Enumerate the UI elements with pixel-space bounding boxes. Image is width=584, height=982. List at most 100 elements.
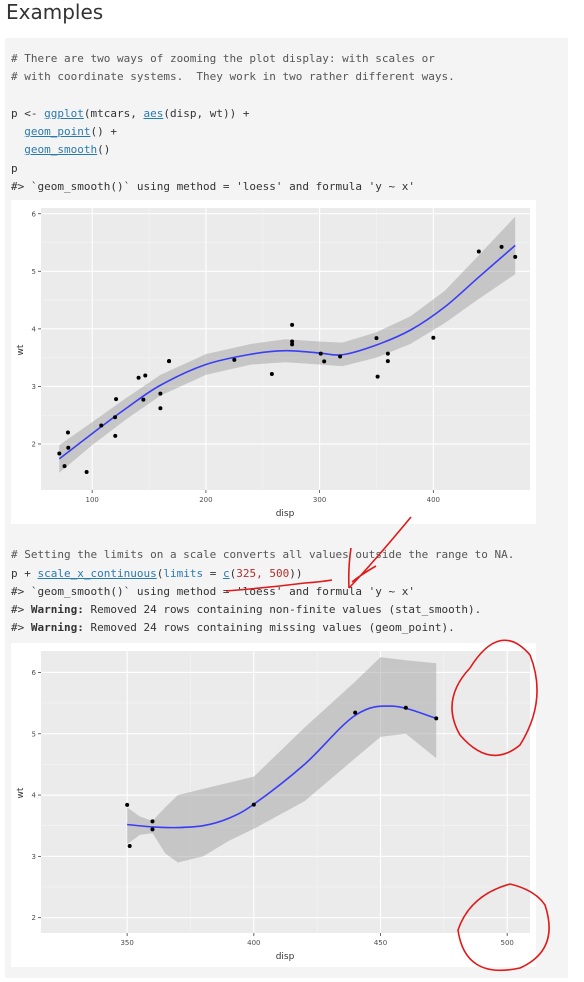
data-point bbox=[386, 359, 390, 363]
data-point bbox=[150, 827, 154, 831]
c-link[interactable]: c bbox=[223, 567, 230, 580]
code-line-scale: p + scale_x_continuous(limits = c(325, 5… bbox=[11, 567, 302, 580]
data-point bbox=[290, 323, 294, 327]
data-point bbox=[500, 245, 504, 249]
data-point bbox=[113, 415, 117, 419]
plot-1-y-axis-label: wt bbox=[16, 344, 26, 355]
plot-1-x-axis-label: disp bbox=[276, 509, 295, 519]
data-point bbox=[431, 336, 435, 340]
data-point bbox=[513, 255, 517, 259]
code-text: Removed 24 rows containing missing value… bbox=[84, 621, 455, 634]
geom-point-link[interactable]: geom_point bbox=[24, 125, 90, 138]
plot-2-y-axis-label: wt bbox=[16, 787, 26, 798]
code-text: #> bbox=[11, 603, 31, 616]
warning-label: Warning: bbox=[31, 603, 84, 616]
data-point bbox=[232, 358, 236, 362]
y-axis-tick-label: 6 bbox=[32, 210, 37, 218]
code-warning-1: #> Warning: Removed 24 rows containing n… bbox=[11, 603, 481, 616]
code-text: (mtcars, bbox=[84, 107, 144, 120]
data-point bbox=[66, 446, 70, 450]
data-point bbox=[66, 430, 70, 434]
code-text: p + bbox=[11, 567, 38, 580]
x-axis-tick-label: 400 bbox=[247, 939, 260, 947]
data-point bbox=[338, 354, 342, 358]
code-text: )) bbox=[289, 567, 302, 580]
plot-2: 350 400 450 500 2 3 4 5 6 disp wt bbox=[11, 643, 536, 967]
code-text: p <- bbox=[11, 107, 44, 120]
x-axis-tick-label: 100 bbox=[85, 496, 98, 504]
x-axis-tick-label: 350 bbox=[120, 939, 133, 947]
x-axis-tick-label: 450 bbox=[374, 939, 387, 947]
code-line-ggplot: p <- ggplot(mtcars, aes(disp, wt)) + bbox=[11, 107, 249, 120]
data-point bbox=[128, 844, 132, 848]
data-point bbox=[113, 434, 117, 438]
data-point bbox=[99, 424, 103, 428]
x-axis-tick-label: 200 bbox=[199, 496, 212, 504]
code-comment-line: # with coordinate systems. They work in … bbox=[11, 70, 455, 83]
data-point bbox=[125, 803, 129, 807]
data-point bbox=[57, 451, 61, 455]
code-text: Removed 24 rows containing non-finite va… bbox=[84, 603, 481, 616]
x-axis-tick-label: 400 bbox=[427, 496, 440, 504]
plot-2-svg: 350 400 450 500 2 3 4 5 6 disp wt bbox=[11, 643, 536, 967]
y-axis-tick-label: 2 bbox=[32, 914, 36, 922]
data-point bbox=[167, 359, 171, 363]
code-indent bbox=[11, 125, 24, 138]
code-comment-line: # There are two ways of zooming the plot… bbox=[11, 52, 435, 65]
data-point bbox=[141, 398, 145, 402]
data-point bbox=[63, 464, 67, 468]
y-axis-tick-label: 5 bbox=[32, 730, 36, 738]
code-arg-limits: limits bbox=[163, 567, 203, 580]
code-comment-line: # Setting the limits on a scale converts… bbox=[11, 548, 514, 561]
data-point bbox=[270, 372, 274, 376]
x-axis-tick-label: 500 bbox=[501, 939, 514, 947]
data-point bbox=[319, 352, 323, 356]
data-point bbox=[374, 336, 378, 340]
x-axis-tick-label: 300 bbox=[313, 496, 326, 504]
data-point bbox=[158, 392, 162, 396]
data-point bbox=[404, 706, 408, 710]
scale-x-continuous-link[interactable]: scale_x_continuous bbox=[38, 567, 157, 580]
plot-1: 100 200 300 400 2 3 4 5 6 disp wt bbox=[11, 200, 536, 524]
data-point bbox=[290, 340, 294, 344]
data-point bbox=[158, 406, 162, 410]
y-axis-tick-label: 2 bbox=[32, 440, 36, 448]
data-point bbox=[376, 375, 380, 379]
code-output-message: #> `geom_smooth()` using method = 'loess… bbox=[11, 585, 415, 598]
code-text: () bbox=[97, 143, 110, 156]
code-line-p: p bbox=[11, 162, 18, 175]
code-line-geom-smooth: geom_smooth() bbox=[11, 143, 110, 156]
plot-2-x-axis-label: disp bbox=[276, 952, 295, 962]
data-point bbox=[137, 376, 141, 380]
aes-link[interactable]: aes bbox=[143, 107, 163, 120]
ggplot-link[interactable]: ggplot bbox=[44, 107, 84, 120]
page-title: Examples bbox=[6, 0, 103, 24]
code-line-geom-point: geom_point() + bbox=[11, 125, 117, 138]
code-text: () + bbox=[90, 125, 117, 138]
data-point bbox=[353, 711, 357, 715]
data-point bbox=[143, 373, 147, 377]
data-point bbox=[386, 352, 390, 356]
warning-label: Warning: bbox=[31, 621, 84, 634]
data-point bbox=[252, 803, 256, 807]
code-numeric-values: 325, 500 bbox=[236, 567, 289, 580]
code-output-message: #> `geom_smooth()` using method = 'loess… bbox=[11, 180, 415, 193]
code-text: (disp, wt)) + bbox=[163, 107, 249, 120]
code-text: #> bbox=[11, 621, 31, 634]
y-axis-tick-label: 4 bbox=[32, 325, 37, 333]
y-axis-tick-label: 4 bbox=[32, 792, 37, 800]
code-text: = bbox=[203, 567, 223, 580]
y-axis-tick-label: 6 bbox=[32, 669, 37, 677]
data-point bbox=[322, 359, 326, 363]
y-axis-tick-label: 3 bbox=[32, 853, 36, 861]
plot-1-svg: 100 200 300 400 2 3 4 5 6 disp wt bbox=[11, 200, 536, 524]
data-point bbox=[150, 819, 154, 823]
geom-smooth-link[interactable]: geom_smooth bbox=[24, 143, 97, 156]
code-indent bbox=[11, 143, 24, 156]
data-point bbox=[434, 716, 438, 720]
data-point bbox=[85, 470, 89, 474]
code-warning-2: #> Warning: Removed 24 rows containing m… bbox=[11, 621, 455, 634]
y-axis-tick-label: 3 bbox=[32, 383, 36, 391]
data-point bbox=[477, 249, 481, 253]
y-axis-tick-label: 5 bbox=[32, 268, 36, 276]
